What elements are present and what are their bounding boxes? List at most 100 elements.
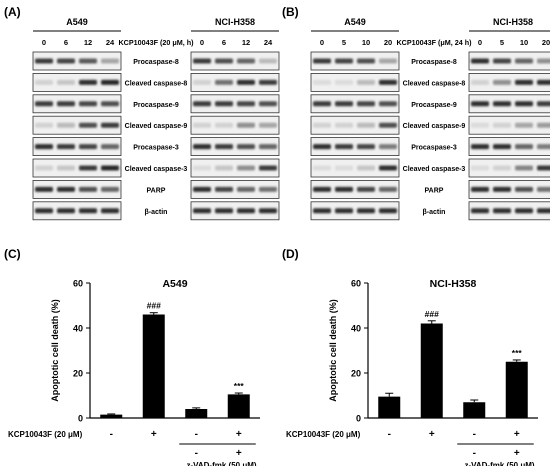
- significance-mark: ***: [512, 348, 523, 358]
- lane-label-right: 0: [200, 38, 204, 47]
- protein-band: [237, 208, 255, 214]
- protein-band: [215, 79, 233, 85]
- lane-label-right: 20: [542, 38, 550, 47]
- protein-band: [237, 144, 255, 150]
- protein-band: [259, 186, 277, 192]
- protein-band: [215, 165, 233, 171]
- treatment-sign: -: [473, 429, 476, 440]
- blot-strip-right: [190, 201, 280, 221]
- protein-band: [471, 101, 489, 107]
- protein-band: [471, 58, 489, 64]
- protein-band: [471, 144, 489, 150]
- bar-chart-panel-d: (D) NCI-H358 0 20 40 60 Apoptotic cell death (…: [282, 247, 538, 466]
- chart-title: NCI-H358: [430, 278, 477, 290]
- protein-band: [193, 122, 211, 128]
- protein-band: [237, 79, 255, 85]
- protein-band: [215, 101, 233, 107]
- bar: [420, 323, 443, 418]
- bar: [505, 361, 528, 418]
- protein-band: [515, 79, 533, 85]
- protein-band: [35, 186, 53, 192]
- protein-band: [79, 122, 97, 128]
- blot-strip-right: [190, 115, 280, 135]
- protein-band: [79, 144, 97, 150]
- protein-band: [57, 208, 75, 214]
- lane-label-left: 0: [320, 38, 324, 47]
- protein-band: [79, 165, 97, 171]
- protein-band: [357, 165, 375, 171]
- protein-band: [335, 101, 353, 107]
- protein-band: [101, 79, 119, 85]
- protein-band: [335, 208, 353, 214]
- treatment-label: KCP10043F (20 μM, h): [118, 38, 194, 47]
- protein-band: [537, 208, 550, 214]
- protein-band: [79, 186, 97, 192]
- protein-band: [537, 186, 550, 192]
- lane-label-right: 0: [478, 38, 482, 47]
- inhibitor-sign: +: [514, 448, 520, 459]
- protein-band: [537, 144, 550, 150]
- western-blot-panel-b: (B) A549 NCI-H358 KCP10043F (μM, 24 h) 0 5 10 2…: [282, 5, 550, 221]
- protein-band: [357, 58, 375, 64]
- protein-band: [313, 144, 331, 150]
- protein-band: [335, 58, 353, 64]
- blot-strip-left: [310, 51, 400, 71]
- protein-band: [493, 186, 511, 192]
- treatment-sign: +: [514, 429, 520, 440]
- lane-label-right: 10: [520, 38, 528, 47]
- protein-band: [537, 101, 550, 107]
- y-tick-label: 20: [351, 369, 361, 379]
- lane-label-left: 6: [64, 38, 68, 47]
- protein-band: [515, 186, 533, 192]
- panel-label: (C): [4, 247, 21, 261]
- protein-band: [215, 58, 233, 64]
- protein-band: [35, 208, 53, 214]
- blot-strip-left: [32, 137, 122, 157]
- protein-band: [357, 144, 375, 150]
- protein-band: [35, 165, 53, 171]
- blot-strip-right: [190, 94, 280, 114]
- treatment-sign: +: [151, 429, 157, 440]
- protein-band: [335, 165, 353, 171]
- y-tick-label: 0: [78, 414, 83, 424]
- protein-band: [335, 144, 353, 150]
- treatment-label: KCP10043F (μM, 24 h): [396, 38, 472, 47]
- protein-band: [193, 165, 211, 171]
- lane-label-left: 10: [362, 38, 370, 47]
- protein-band: [313, 208, 331, 214]
- protein-band: [101, 165, 119, 171]
- protein-band: [493, 208, 511, 214]
- y-axis-label: Apoptotic cell death (%): [328, 299, 338, 402]
- protein-band: [237, 101, 255, 107]
- protein-band: [379, 165, 397, 171]
- y-tick-label: 40: [73, 324, 83, 334]
- blot-strip-left: [310, 137, 400, 157]
- bar: [100, 414, 123, 418]
- protein-band: [537, 79, 550, 85]
- protein-band: [357, 208, 375, 214]
- lane-label-left: 24: [106, 38, 115, 47]
- treatment-row-label: KCP10043F (20 μM): [8, 430, 83, 439]
- protein-band: [335, 122, 353, 128]
- protein-band: [193, 208, 211, 214]
- protein-label: Procaspase-9: [133, 102, 179, 109]
- lane-label-right: 5: [500, 38, 504, 47]
- lane-label-right: 6: [222, 38, 226, 47]
- treatment-sign: -: [388, 429, 391, 440]
- inhibitor-sign: -: [195, 448, 198, 459]
- protein-label: Procaspase-8: [133, 59, 179, 66]
- protein-band: [379, 186, 397, 192]
- bar: [378, 396, 401, 418]
- blot-strip-left: [32, 179, 122, 199]
- cell-line-label-left: A549: [66, 17, 88, 27]
- protein-band: [35, 101, 53, 107]
- protein-band: [357, 101, 375, 107]
- protein-band: [515, 122, 533, 128]
- protein-band: [193, 186, 211, 192]
- protein-band: [237, 186, 255, 192]
- protein-band: [57, 79, 75, 85]
- protein-band: [515, 144, 533, 150]
- blot-strip-right: [190, 158, 280, 178]
- panel-label: (A): [4, 5, 21, 19]
